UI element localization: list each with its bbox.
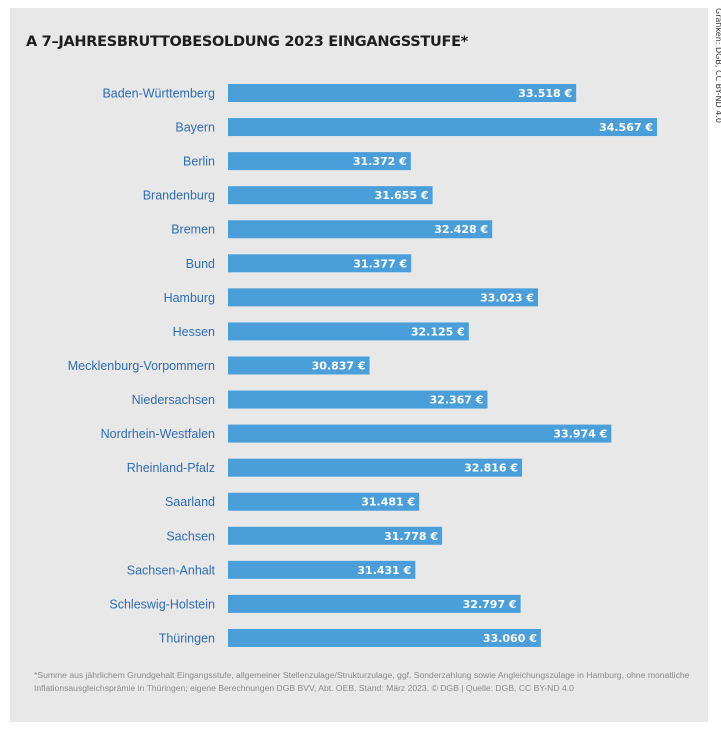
category-label: Bayern xyxy=(175,121,215,135)
value-label: 33.974 € xyxy=(553,428,607,441)
value-label: 31.655 € xyxy=(375,189,429,202)
category-label: Bremen xyxy=(171,223,215,237)
bar xyxy=(228,118,657,136)
category-label: Sachsen-Anhalt xyxy=(127,563,216,577)
value-label: 34.567 € xyxy=(599,121,653,134)
value-label: 33.023 € xyxy=(480,291,534,304)
category-label: Mecklenburg-Vorpommern xyxy=(68,359,215,373)
bars xyxy=(228,84,657,647)
category-label: Niedersachsen xyxy=(132,393,215,407)
category-label: Thüringen xyxy=(159,631,215,645)
category-label: Baden-Württemberg xyxy=(102,87,215,101)
value-label: 33.060 € xyxy=(483,632,537,645)
category-label: Nordrhein-Westfalen xyxy=(101,427,215,441)
category-label: Bund xyxy=(186,257,215,271)
category-label: Hamburg xyxy=(164,291,215,305)
category-label: Hessen xyxy=(173,325,215,339)
value-label: 30.837 € xyxy=(312,359,366,372)
value-label: 32.428 € xyxy=(434,223,488,236)
value-label: 32.797 € xyxy=(463,598,517,611)
value-label: 31.431 € xyxy=(357,564,411,577)
value-label: 32.816 € xyxy=(464,462,518,475)
value-label: 33.518 € xyxy=(518,87,572,100)
category-label: Schleswig-Holstein xyxy=(109,597,215,611)
value-label: 32.367 € xyxy=(430,394,484,407)
category-label: Berlin xyxy=(183,155,215,169)
category-label: Saarland xyxy=(165,495,215,509)
value-label: 31.778 € xyxy=(384,530,438,543)
value-label: 31.481 € xyxy=(361,496,415,509)
footnote: *Summe aus jährlichem Grundgehalt Eingan… xyxy=(34,669,704,694)
value-label: 31.377 € xyxy=(353,257,407,270)
category-labels: Baden-Württemberg Bayern Berlin Brandenburg… xyxy=(68,87,216,646)
category-label: Brandenburg xyxy=(143,189,215,203)
category-label: Sachsen xyxy=(166,529,215,543)
category-label: Rheinland-Pfalz xyxy=(127,461,215,475)
value-label: 31.372 € xyxy=(353,155,407,168)
value-label: 32.125 € xyxy=(411,325,465,338)
